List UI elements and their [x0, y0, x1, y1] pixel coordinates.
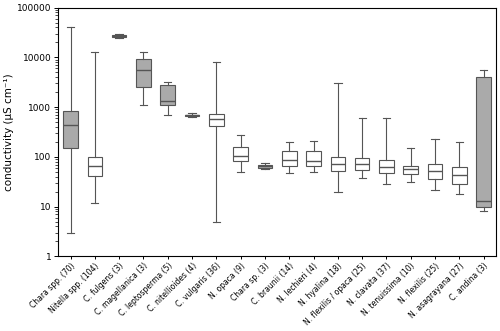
PathPatch shape	[63, 111, 78, 148]
PathPatch shape	[160, 85, 175, 105]
PathPatch shape	[476, 77, 491, 207]
PathPatch shape	[282, 151, 296, 166]
PathPatch shape	[185, 115, 200, 117]
PathPatch shape	[209, 114, 224, 126]
PathPatch shape	[234, 147, 248, 161]
Y-axis label: conductivity (μS cm⁻¹): conductivity (μS cm⁻¹)	[4, 73, 14, 191]
PathPatch shape	[258, 165, 272, 168]
PathPatch shape	[379, 161, 394, 173]
PathPatch shape	[355, 158, 370, 170]
PathPatch shape	[88, 157, 102, 176]
PathPatch shape	[136, 59, 150, 87]
PathPatch shape	[330, 157, 345, 171]
PathPatch shape	[452, 167, 466, 184]
PathPatch shape	[306, 151, 321, 166]
PathPatch shape	[404, 166, 418, 174]
PathPatch shape	[428, 164, 442, 179]
PathPatch shape	[112, 35, 126, 37]
